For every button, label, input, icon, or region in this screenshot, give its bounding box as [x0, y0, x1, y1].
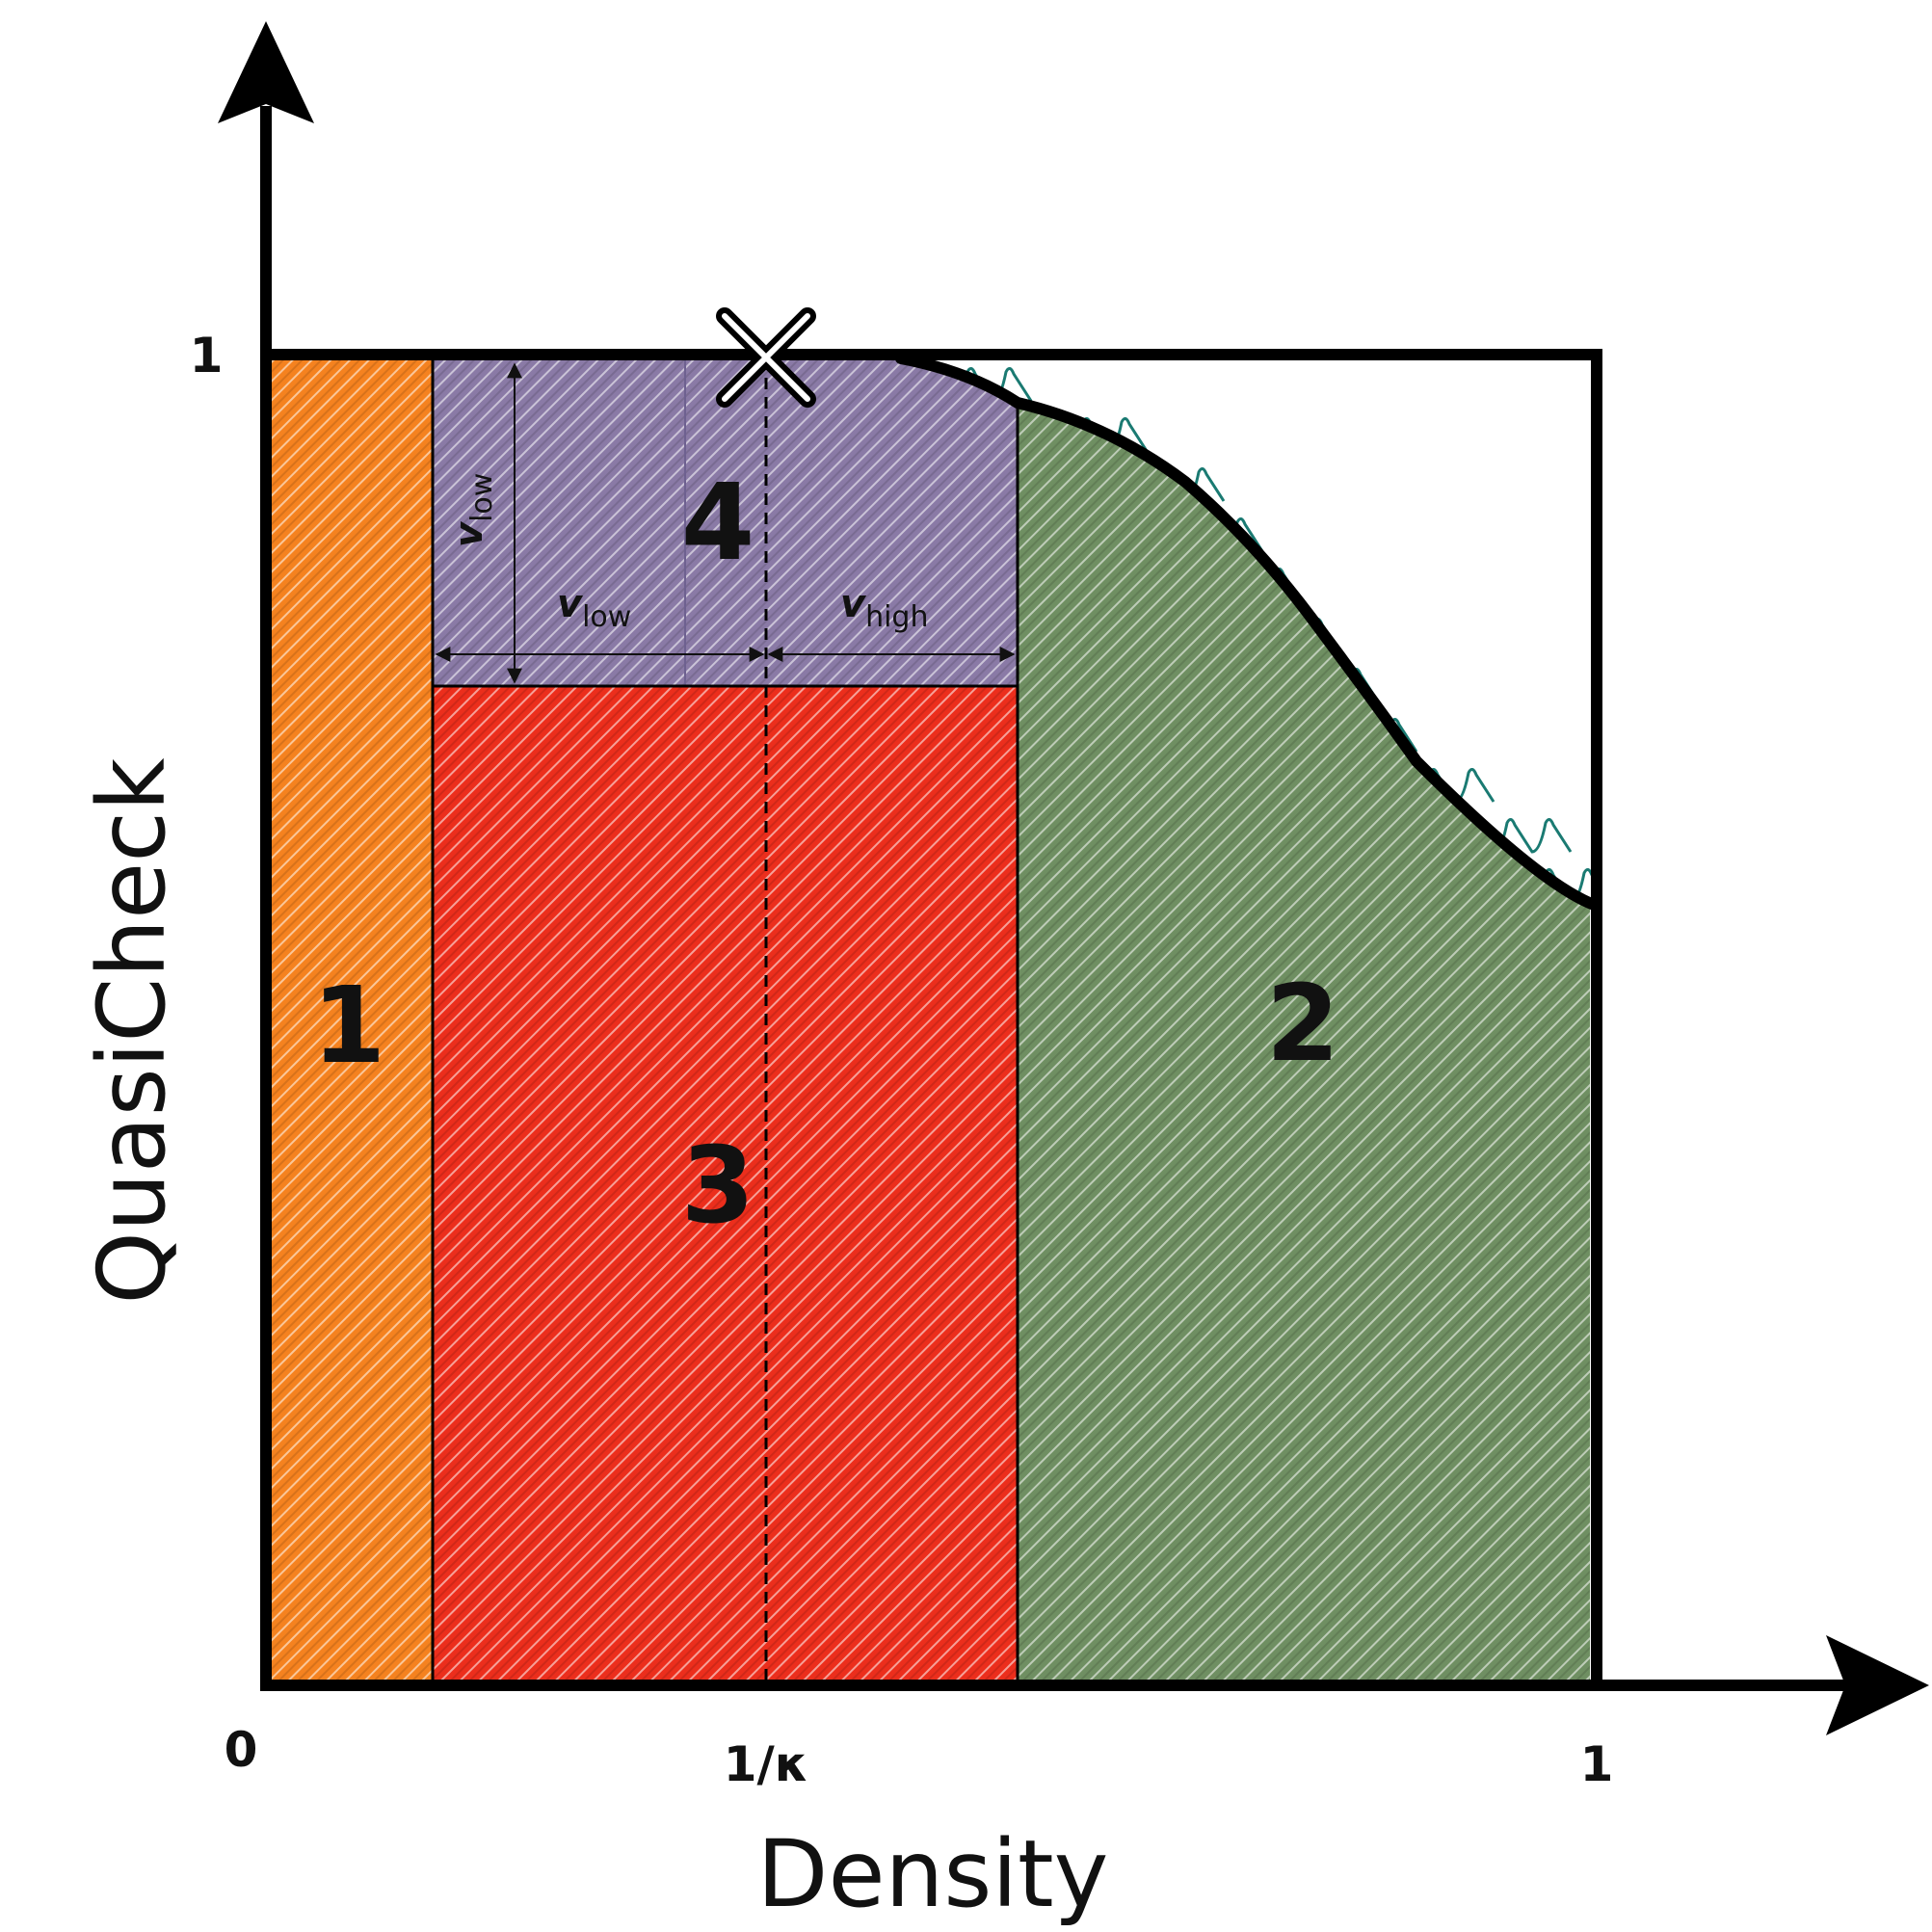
dimension-arrows	[435, 362, 1016, 684]
v-low-horizontal-label: vlow	[557, 582, 631, 634]
v-low-vertical-label: vlow	[447, 473, 499, 547]
max-point-x-marker	[716, 307, 816, 408]
x-axis-label: Density	[757, 1820, 1109, 1928]
v-high-label: vhigh	[840, 582, 928, 634]
region-2-label: 2	[1266, 962, 1340, 1085]
region-2	[1018, 403, 1590, 1685]
region-1	[272, 358, 433, 1685]
y-tick-1: 1	[190, 328, 224, 384]
plot-frame	[262, 349, 1602, 906]
y-axis-arrowhead	[218, 21, 314, 123]
x-tick-inverse-kappa: 1/κ	[724, 1736, 809, 1792]
y-axis-label: QuasiCheck	[78, 757, 186, 1305]
region-4-label: 4	[681, 461, 755, 584]
region-4	[433, 358, 1018, 686]
region-3-label: 3	[681, 1124, 755, 1247]
y-axis	[218, 21, 314, 1689]
region-3	[433, 686, 1018, 1685]
x-axis	[260, 1635, 1929, 1735]
region-1-label: 1	[312, 964, 386, 1087]
x-tick-0: 0	[225, 1722, 258, 1778]
x-axis-arrowhead	[1826, 1635, 1929, 1735]
boundary-curve	[895, 353, 1602, 912]
x-tick-1: 1	[1580, 1736, 1614, 1792]
